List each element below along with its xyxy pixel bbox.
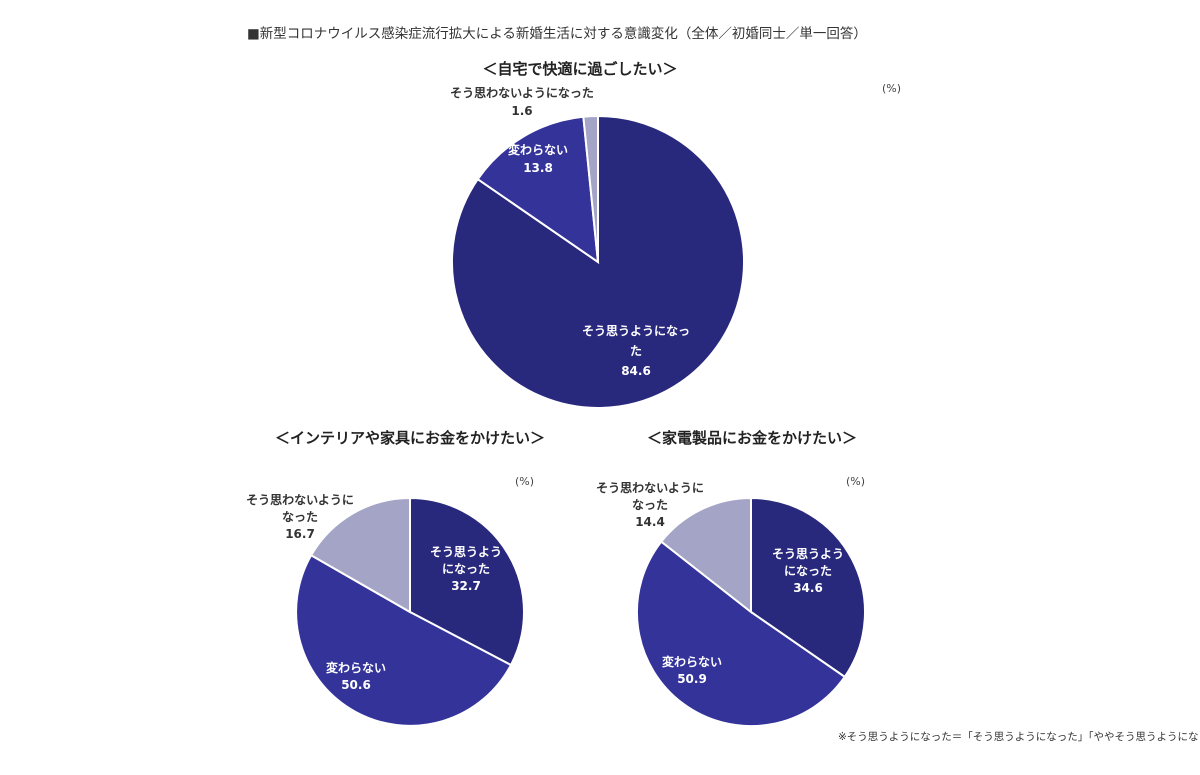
chart-3-slice-unchanged bbox=[635, 540, 847, 728]
chart-3-label-increase: そう思うようになった 34.6 bbox=[772, 547, 844, 595]
chart-2-value-unchanged: 50.6 bbox=[341, 678, 371, 692]
chart-2-title: ＜インテリアや家具にお金をかけたい＞ bbox=[274, 429, 546, 447]
chart-3-slice-decrease bbox=[659, 496, 752, 615]
chart-1-label-increase: そう思うようになった 84.6 bbox=[582, 324, 690, 378]
chart-3-label-decrease: そう思わないようになった 14.4 bbox=[596, 481, 704, 529]
chart-3-slice-increase bbox=[750, 496, 866, 679]
chart-2-slice-unchanged bbox=[295, 553, 513, 727]
chart-2-slice-increase bbox=[409, 496, 525, 667]
chart-1-slice-decrease bbox=[582, 114, 599, 263]
chart-2-pie: そう思うようになった 32.7 変わらない 50.6 そう思わないようになった 16.7 bbox=[246, 493, 525, 727]
chart-2-slice-decrease bbox=[309, 496, 411, 614]
chart-3-title: ＜家電製品にお金をかけたい＞ bbox=[646, 429, 858, 447]
chart-1-title: ＜自宅で快適に過ごしたい＞ bbox=[482, 60, 678, 78]
header-title: ■新型コロナウイルス感染症流行拡大による新婚生活に対する意識変化（全体／初婚同士… bbox=[247, 26, 867, 42]
chart-2-label-decrease: そう思わないようになった 16.7 bbox=[246, 493, 354, 541]
chart-3-value-increase: 34.6 bbox=[793, 581, 823, 595]
chart-3-value-unchanged: 50.9 bbox=[677, 672, 707, 686]
chart-2-label-increase: そう思うようになった 32.7 bbox=[430, 545, 502, 593]
chart-1-value-decrease: 1.6 bbox=[511, 104, 532, 118]
chart-1-pie: そう思うようになった 84.6 変わらない 13.8 そう思わないようになった 1.6 bbox=[450, 86, 745, 409]
chart-1-unit: (%) bbox=[882, 82, 902, 95]
footnote: ※そう思うようになった＝「そう思うようになった」「ややそう思うようになった」計 bbox=[838, 731, 1200, 743]
chart-1-label-decrease: そう思わないようになった 1.6 bbox=[450, 86, 594, 118]
chart-1-slice-increase bbox=[451, 114, 745, 409]
chart-3-value-decrease: 14.4 bbox=[635, 515, 665, 529]
chart-2-value-decrease: 16.7 bbox=[285, 527, 315, 541]
chart-3-label-unchanged: 変わらない 50.9 bbox=[662, 654, 722, 686]
chart-2-unit: (%) bbox=[515, 475, 535, 488]
chart-1-slice-unchanged bbox=[476, 115, 600, 265]
chart-1-value-increase: 84.6 bbox=[621, 364, 651, 378]
chart-1-value-unchanged: 13.8 bbox=[523, 161, 553, 175]
chart-3-pie: そう思うようになった 34.6 変わらない 50.9 そう思わないようになった 14.4 bbox=[596, 481, 866, 728]
chart-2-label-unchanged: 変わらない 50.6 bbox=[326, 660, 386, 692]
chart-3-unit: (%) bbox=[846, 475, 866, 488]
chart-1-label-unchanged: 変わらない 13.8 bbox=[508, 142, 568, 175]
chart-2-value-increase: 32.7 bbox=[451, 579, 481, 593]
